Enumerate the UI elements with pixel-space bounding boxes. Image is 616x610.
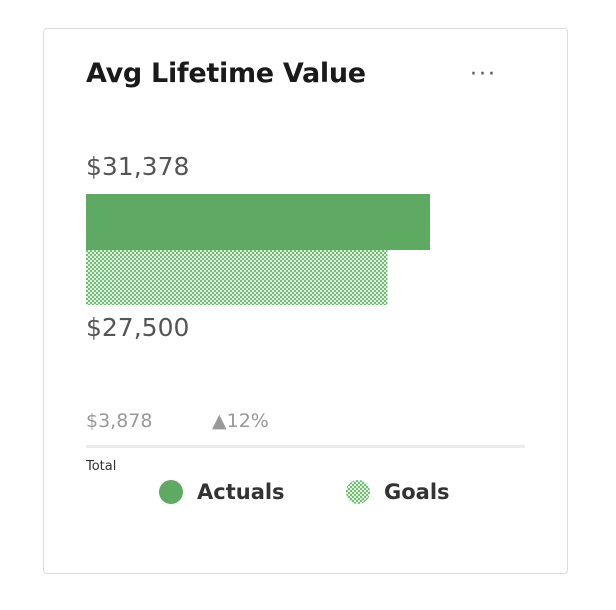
legend-item-goals[interactable]: Goals xyxy=(346,480,450,504)
goals-swatch-icon xyxy=(346,480,370,504)
legend-item-actuals[interactable]: Actuals xyxy=(159,480,285,504)
divider xyxy=(86,445,525,448)
percent-change: ▲12% xyxy=(212,410,269,432)
ellipsis-icon[interactable]: ··· xyxy=(470,62,497,87)
actual-value-label: $31,378 xyxy=(86,152,190,181)
goal-value-label: $27,500 xyxy=(86,313,190,342)
legend-label: Actuals xyxy=(197,480,285,504)
card-title: Avg Lifetime Value xyxy=(86,58,366,89)
difference-value: $3,878 xyxy=(86,410,153,432)
total-label: Total xyxy=(86,459,117,474)
bar-actuals[interactable] xyxy=(86,194,430,250)
legend-label: Goals xyxy=(384,480,450,504)
bar-goals[interactable] xyxy=(86,250,388,305)
actuals-swatch-icon xyxy=(159,480,183,504)
